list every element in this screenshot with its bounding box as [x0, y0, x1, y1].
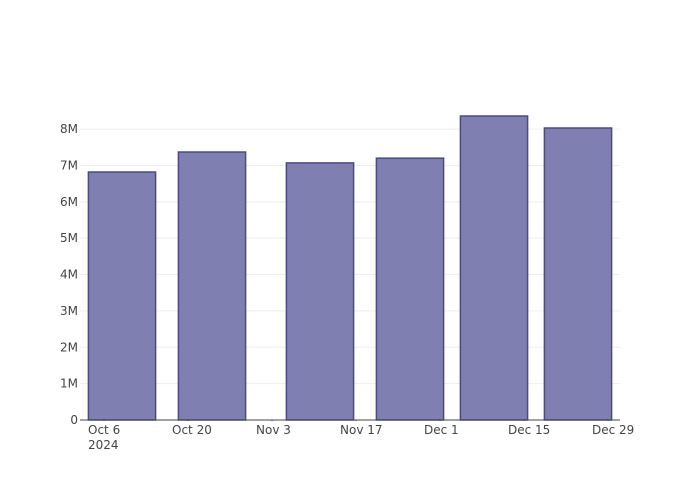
- y-tick-label: 3M: [60, 304, 78, 318]
- x-tick-label: Dec 15: [508, 423, 550, 437]
- x-tick-label: Nov 3: [256, 423, 291, 437]
- y-tick-label: 6M: [60, 195, 78, 209]
- bar: [459, 115, 529, 421]
- x-tick-label: Dec 29: [592, 423, 634, 437]
- bar: [87, 171, 157, 421]
- bar: [177, 151, 247, 421]
- x-tick-label: Dec 1: [424, 423, 459, 437]
- y-tick-label: 8M: [60, 122, 78, 136]
- bar: [375, 157, 445, 421]
- bar: [543, 127, 613, 421]
- y-tick-label: 1M: [60, 377, 78, 391]
- y-tick-label: 0: [70, 413, 78, 427]
- y-tick-label: 5M: [60, 231, 78, 245]
- x-tick-label: Oct 6 2024: [88, 423, 120, 452]
- x-tick-label: Oct 20: [172, 423, 212, 437]
- y-tick-label: 2M: [60, 340, 78, 354]
- bar: [285, 162, 355, 421]
- y-tick-label: 7M: [60, 158, 78, 172]
- y-tick-label: 4M: [60, 268, 78, 282]
- x-tick-label: Nov 17: [340, 423, 383, 437]
